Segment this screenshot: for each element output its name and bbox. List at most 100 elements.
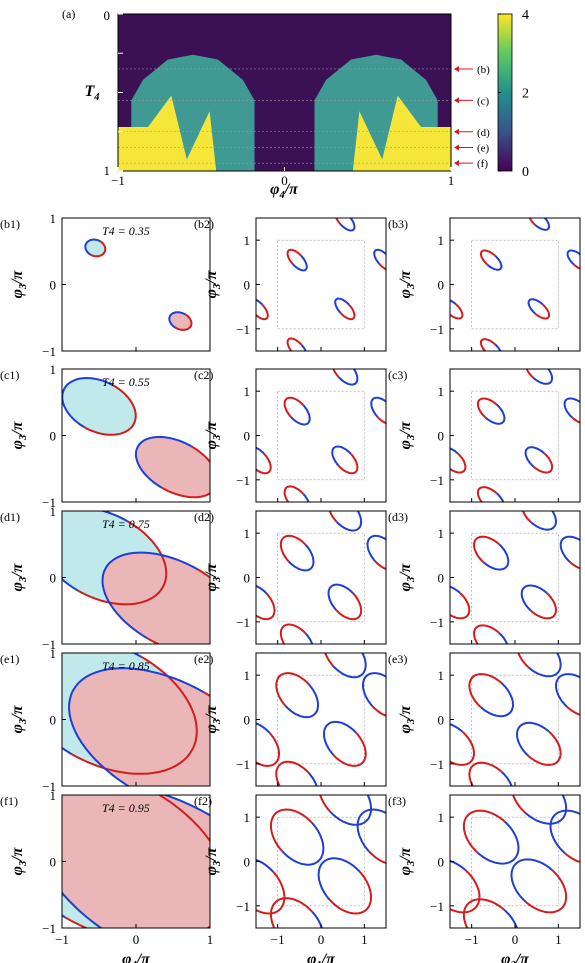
curve xyxy=(503,909,518,928)
label-base: φ xyxy=(203,724,220,733)
curve xyxy=(286,248,303,265)
label-base: T xyxy=(85,83,96,100)
y-tick-label: 0 xyxy=(438,429,445,444)
curve xyxy=(279,623,307,644)
y-axis-label: φ3/π xyxy=(9,846,29,875)
red-region xyxy=(62,795,210,928)
y-tick-label: 0 xyxy=(50,855,57,870)
panel-c1: −1 0 1 φ3/π (c1) T4 = 0.55 xyxy=(0,362,211,510)
T4-annotation: T4 = 0.85 xyxy=(102,659,150,673)
label-sub: 1 xyxy=(316,960,321,963)
panel-c2: −1 0 1 φ3/π (c2) xyxy=(194,368,387,503)
label-sub: 4 xyxy=(130,960,136,963)
y-tick-label: −1 xyxy=(42,637,56,652)
curve xyxy=(327,583,355,611)
x-tick-label: 1 xyxy=(555,932,562,947)
label-sub: 3 xyxy=(406,435,417,441)
curve xyxy=(462,898,506,928)
red-region xyxy=(169,312,192,330)
y-tick-label: −1 xyxy=(236,473,250,488)
panel-frame xyxy=(255,652,387,787)
curve xyxy=(530,511,558,531)
marker-label: (f) xyxy=(477,158,488,170)
panel-label: (d1) xyxy=(0,510,20,524)
label-rest: /π xyxy=(397,420,414,435)
label-sub: 3 xyxy=(212,861,223,867)
curve xyxy=(524,795,568,825)
x-axis-label: φ4/π xyxy=(270,181,299,201)
curve xyxy=(532,369,554,385)
curve xyxy=(256,858,274,873)
curve xyxy=(256,584,268,595)
curve xyxy=(335,511,363,532)
y-axis-label-text: φ3/π xyxy=(9,420,29,449)
y-tick-label: 1 xyxy=(244,810,251,825)
x-tick-label: 1 xyxy=(207,932,214,947)
panel-content xyxy=(450,218,580,351)
curve xyxy=(450,452,467,474)
T4-annotation: T4 = 0.95 xyxy=(102,801,150,815)
curve xyxy=(292,255,308,272)
curve xyxy=(486,254,503,271)
y-tick-label: 0 xyxy=(50,278,57,293)
panel-frame xyxy=(449,217,581,352)
panel-label: (f3) xyxy=(388,794,406,808)
curve xyxy=(256,453,272,475)
panel-frame xyxy=(449,510,581,645)
panel-b3: −1 0 1 φ3/π (b3) xyxy=(388,217,581,352)
y-tick-label: −1 xyxy=(236,757,250,772)
label-base: φ xyxy=(9,724,26,733)
y-tick-label: 1 xyxy=(50,646,57,661)
curve xyxy=(376,416,386,425)
x-axis-label-text: φ4/π xyxy=(122,951,151,963)
red-region xyxy=(102,552,210,644)
panel-label: (c3) xyxy=(388,368,407,382)
label-rest: /π xyxy=(397,704,414,719)
label-base: φ xyxy=(397,582,414,591)
curve xyxy=(477,820,520,865)
curve xyxy=(569,561,580,570)
blue-curve xyxy=(84,238,101,256)
blue-curve xyxy=(62,376,115,428)
curve xyxy=(337,369,359,386)
panel-e1: −1 0 1 φ3/π (e1) T4 = 0.85 xyxy=(0,646,211,794)
curve xyxy=(510,858,553,903)
label-base: φ xyxy=(122,951,131,963)
curve xyxy=(256,722,271,734)
label-sub: 3 xyxy=(406,719,417,725)
x-axis-label-text: φ1/π xyxy=(307,951,336,963)
marker-arrowhead xyxy=(454,128,459,135)
panel-d1: −1 0 1 φ3/π (d1) T4 = 0.75 xyxy=(0,504,211,652)
curve xyxy=(371,705,386,717)
y-tick-label: 0 xyxy=(50,713,57,728)
curve xyxy=(302,493,310,502)
panel-content xyxy=(256,511,386,644)
unit-cell-box xyxy=(471,390,559,481)
curve xyxy=(468,673,503,708)
y-tick-label: 1 xyxy=(438,233,445,248)
panel-content xyxy=(62,653,210,786)
T4-annotation: T4 = 0.55 xyxy=(102,375,150,389)
yellow-region xyxy=(118,95,190,171)
y-tick-label: 0 xyxy=(244,855,251,870)
y-axis-label-text: φ3/π xyxy=(397,704,417,733)
y-axis-label-text: φ3/π xyxy=(9,846,29,875)
blue-curve xyxy=(62,795,210,928)
label-base: φ xyxy=(397,440,414,449)
label-base: φ xyxy=(9,289,26,298)
marker-label: (d) xyxy=(477,127,490,139)
curve xyxy=(256,298,264,306)
curve xyxy=(527,731,562,766)
panel-c3: −1 0 1 φ3/π (c3) xyxy=(388,368,581,503)
blue-curve xyxy=(134,435,192,489)
unit-cell-box xyxy=(277,674,365,765)
curve xyxy=(450,585,461,594)
y-axis-label: φ3/π xyxy=(9,562,29,591)
label-base: φ xyxy=(397,866,414,875)
y-tick-label: 0 xyxy=(244,571,251,586)
label-base: φ xyxy=(397,289,414,298)
panel-content xyxy=(62,511,210,644)
curve xyxy=(275,760,310,786)
